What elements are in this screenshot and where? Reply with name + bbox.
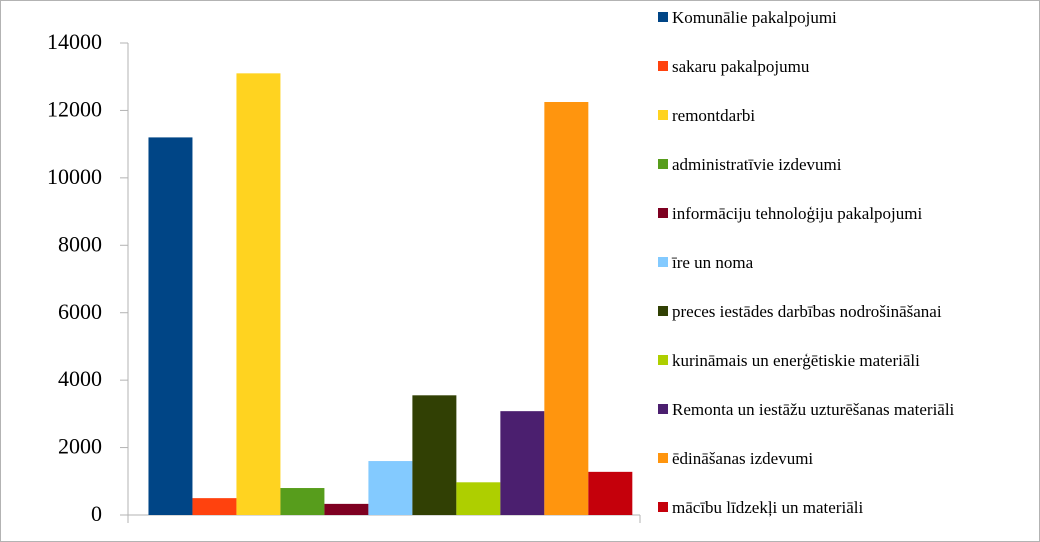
legend-label: mācību līdzekļi un materiāli (672, 498, 864, 517)
legend-item: kurināmais un enerģētiskie materiāli (658, 351, 1038, 370)
y-tick-label: 14000 (47, 29, 102, 54)
bar (280, 488, 325, 515)
legend-swatch (658, 306, 668, 316)
legend-swatch (658, 110, 668, 120)
legend-item: informāciju tehnoloģiju pakalpojumi (658, 204, 1038, 223)
legend-swatch (658, 208, 668, 218)
bar (324, 503, 369, 515)
legend-label: īre un noma (672, 253, 754, 272)
bar (412, 395, 457, 515)
legend-label: Remonta un iestāžu uzturēšanas materiāli (672, 400, 955, 419)
y-tick-label: 2000 (58, 434, 102, 459)
legend-item: ēdināšanas izdevumi (658, 449, 1038, 468)
y-tick-label: 10000 (47, 164, 102, 189)
legend-swatch (658, 355, 668, 365)
y-tick-label: 6000 (58, 299, 102, 324)
legend-label: Komunālie pakalpojumi (672, 8, 837, 27)
legend-item: remontdarbi (658, 106, 1038, 125)
y-tick-label: 4000 (58, 366, 102, 391)
legend-item: īre un noma (658, 253, 1038, 272)
bar (500, 411, 545, 515)
legend-item: sakaru pakalpojumu (658, 57, 1038, 76)
bar (368, 461, 413, 515)
legend-label: sakaru pakalpojumu (672, 57, 810, 76)
legend-item: administratīvie izdevumi (658, 155, 1038, 174)
y-tick-label: 0 (91, 501, 102, 526)
legend-label: ēdināšanas izdevumi (672, 449, 814, 468)
legend-label: administratīvie izdevumi (672, 155, 842, 174)
bar (148, 137, 193, 515)
bar (544, 102, 589, 515)
legend-swatch (658, 453, 668, 463)
legend-label: preces iestādes darbības nodrošināšanai (672, 302, 942, 321)
bar (588, 471, 633, 515)
legend-item: preces iestādes darbības nodrošināšanai (658, 302, 958, 321)
y-tick-label: 8000 (58, 231, 102, 256)
y-tick-label: 12000 (47, 96, 102, 121)
legend-item: Remonta un iestāžu uzturēšanas materiāli (658, 400, 958, 419)
legend-item: Komunālie pakalpojumi (658, 8, 1038, 27)
legend-item: mācību līdzekļi un materiāli (658, 498, 1038, 517)
bar (456, 482, 501, 515)
legend-swatch (658, 257, 668, 267)
legend-label: remontdarbi (672, 106, 756, 125)
legend-swatch (658, 61, 668, 71)
bar (192, 498, 237, 515)
legend-swatch (658, 502, 668, 512)
legend-swatch (658, 404, 668, 414)
legend-label: kurināmais un enerģētiskie materiāli (672, 351, 920, 370)
legend-swatch (658, 12, 668, 22)
bar (236, 73, 281, 515)
legend-swatch (658, 159, 668, 169)
legend-label: informāciju tehnoloģiju pakalpojumi (672, 204, 923, 223)
